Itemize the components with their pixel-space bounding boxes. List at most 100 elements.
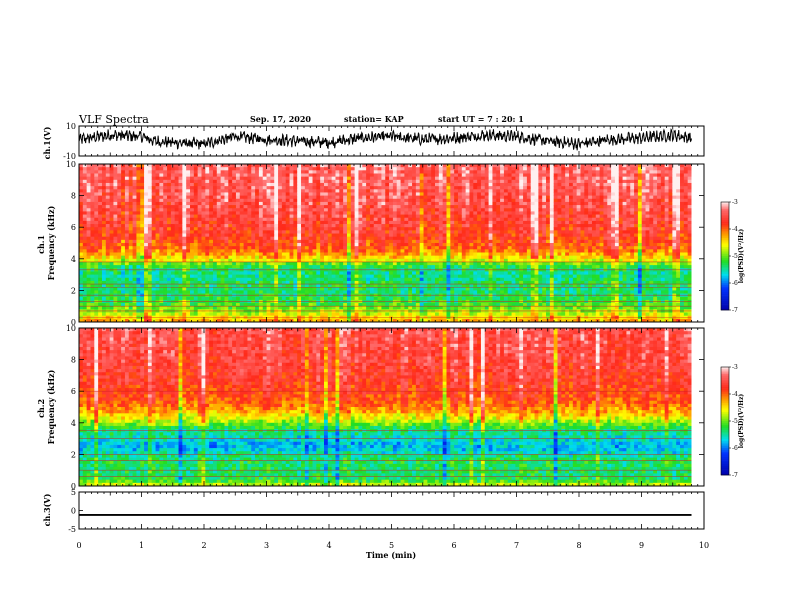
spectrogram-cell [117,318,122,323]
spectrogram-cell [381,239,386,244]
spectrogram-cell [90,249,95,253]
spectrogram-cell [121,271,126,275]
spectrogram-cell [86,274,91,279]
spectrogram-cell [163,303,168,307]
spectrogram-cell [155,227,160,231]
spectrogram-cell [105,224,111,228]
spectrogram-cell [232,205,237,209]
spectrogram-cell [117,182,122,187]
spectrogram-cell [101,170,107,174]
spectrogram-cell [159,205,164,209]
spectrogram-cell [415,189,421,193]
spectrogram-cell [316,230,321,234]
spectrogram-cell [228,274,233,279]
spectrogram-cell [239,312,245,317]
spectrogram-cell [235,224,241,228]
spectrogram-cell [377,227,382,231]
spectrogram-cell [289,227,294,231]
spectrogram-cell [90,296,95,301]
spectrogram-cell [331,176,336,181]
spectrogram-cell [255,271,260,275]
spectrogram-cell [262,271,267,275]
spectrogram-cell [128,252,133,257]
spectrogram-cell [297,261,302,266]
spectrogram-cell [431,255,436,260]
spectrogram-cell [316,164,321,168]
spectrogram-cell [251,280,256,285]
spectrogram-cell [274,239,279,244]
spectrogram-cell [327,205,333,209]
spectrogram-cell [136,252,141,257]
spectrogram-cell [389,249,394,253]
spectrogram-cell [304,182,310,187]
spectrogram-cell [274,236,279,241]
spectrogram-cell [281,195,287,200]
spectrogram-cell [105,198,111,203]
spectrogram-cell [297,192,302,196]
spectrogram-cell [392,274,398,279]
spectrogram-cell [331,274,336,279]
spectrogram-cell [366,290,371,294]
spectrogram-cell [312,189,317,193]
spectrogram-cell [186,201,191,206]
spectrogram-cell [90,173,95,178]
spectrogram-cell [419,179,424,184]
spectrogram-cell [289,179,294,184]
spectrogram-cell [136,201,141,206]
spectrogram-cell [346,236,352,241]
spectrogram-cell [396,306,401,310]
spectrogram-cell [205,201,210,206]
spectrogram-cell [251,265,256,269]
spectrogram-cell [373,277,378,282]
spectrogram-cell [427,211,432,215]
spectrogram-cell [404,189,409,193]
spectrogram-cell [197,249,202,253]
spectrogram-cell [385,246,390,250]
spectrogram-cell [327,164,333,168]
spectrogram-cell [392,284,398,288]
spectrogram-cell [167,170,172,174]
spectrogram-cell [431,192,436,196]
spectrogram-cell [404,274,409,279]
spectrogram-cell [346,201,352,206]
spectrogram-cell [320,303,325,307]
spectrogram-cell [346,230,352,234]
spectrogram-cell [362,179,367,184]
spectrogram-cell [151,192,156,196]
spectrogram-cell [163,224,168,228]
spectrogram-cell [167,239,172,244]
spectrogram-cell [105,182,111,187]
spectrogram-cell [101,236,107,241]
spectrogram-cell [266,186,271,190]
spectrogram-cell [385,189,390,193]
spectrogram-cell [362,182,367,187]
spectrogram-cell [312,303,317,307]
spectrogram-cell [220,208,225,212]
spectrogram-cell [220,192,225,196]
spectrogram-cell [373,230,378,234]
spectrogram-cell [389,170,394,174]
spectrogram-cell [339,246,344,250]
spectrogram-cell [404,296,409,301]
spectrogram-cell [358,255,363,260]
spectrogram-cell [442,186,447,190]
spectrogram-cell [435,224,440,228]
spectrogram-cell [423,265,428,269]
spectrogram-cell [255,274,260,279]
spectrogram-cell [354,192,359,196]
spectrogram-cell [304,220,310,225]
spectrogram-cell [86,179,91,184]
spectrogram-cell [331,290,336,294]
spectrogram-cell [400,211,405,215]
spectrogram-cell [297,220,302,225]
spectrogram-cell [86,303,91,307]
spectrogram-cell [209,205,214,209]
spectrogram-cell [320,258,325,263]
spectrogram-cell [339,239,344,244]
spectrogram-cell [182,173,187,178]
spectrogram-cell [113,211,118,215]
spectrogram-cell [304,211,310,215]
spectrogram-cell [167,195,172,200]
spectrogram-cell [392,186,398,190]
spectrogram-cell [320,284,325,288]
